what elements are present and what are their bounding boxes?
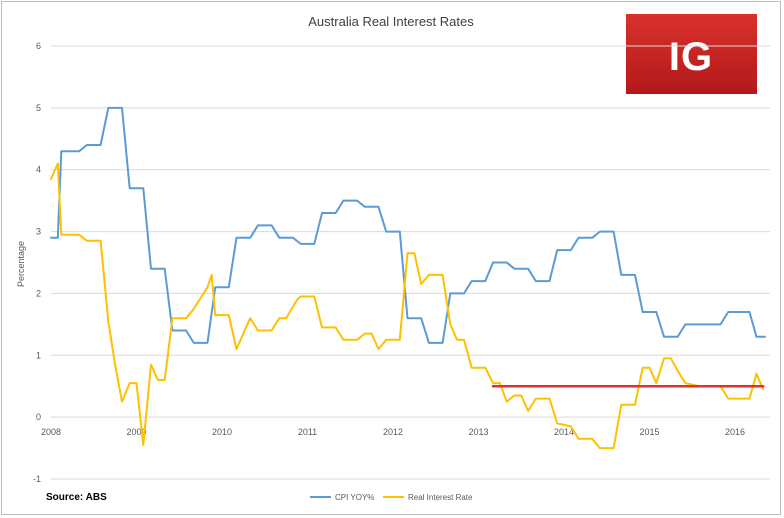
x-axis-ticks: 2008 2009 2010 2011 2012 2013 2014 2015 2016 (41, 427, 745, 437)
y-axis-label: Percentage (16, 241, 26, 287)
y-tick-label: -1 (33, 474, 41, 484)
logo: IG (626, 14, 757, 94)
y-tick-label: 5 (36, 103, 41, 113)
series-layer (50, 106, 766, 450)
gridlines (51, 45, 770, 480)
y-tick-label: 6 (36, 41, 41, 51)
legend-label-real-rate: Real Interest Rate (408, 493, 473, 502)
logo-background (626, 14, 757, 94)
series-line-real-rate (50, 162, 765, 450)
chart-title: Australia Real Interest Rates (308, 14, 474, 29)
x-tick-label: 2008 (41, 427, 61, 437)
legend-label-cpi: CPI YOY% (335, 493, 374, 502)
logo-text: IG (669, 35, 713, 79)
x-tick-label: 2013 (468, 427, 488, 437)
y-tick-label: 4 (36, 165, 41, 175)
x-tick-label: 2011 (298, 427, 317, 437)
x-tick-label: 2014 (554, 427, 574, 437)
x-tick-label: 2010 (212, 427, 232, 437)
series-line-cpi (50, 106, 766, 344)
y-tick-label: 0 (36, 412, 41, 422)
y-tick-label: 3 (36, 227, 41, 237)
legend: CPI YOY% Real Interest Rate (310, 493, 473, 502)
x-tick-label: 2009 (126, 427, 146, 437)
y-tick-label: 2 (36, 288, 41, 298)
x-tick-label: 2012 (383, 427, 403, 437)
y-axis-ticks: -1 0 1 2 3 4 5 6 (33, 41, 41, 484)
x-tick-label: 2015 (639, 427, 659, 437)
y-tick-label: 1 (36, 350, 41, 360)
source-note: Source: ABS (46, 492, 107, 503)
x-tick-label: 2016 (725, 427, 745, 437)
